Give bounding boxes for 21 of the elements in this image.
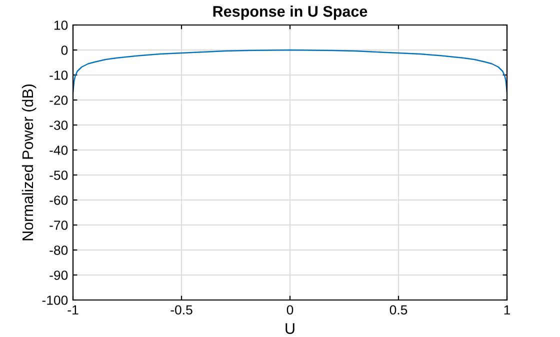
x-tick-label: 0.5 bbox=[390, 305, 408, 315]
y-tick-label: 10 bbox=[54, 20, 68, 30]
x-tick-label: 0 bbox=[286, 305, 294, 315]
y-tick-label: -40 bbox=[50, 146, 68, 155]
y-tick-label: -80 bbox=[50, 246, 68, 255]
x-axis-title: U bbox=[286, 323, 294, 334]
x-tick-label: 1 bbox=[504, 305, 510, 314]
y-tick-label: -20 bbox=[50, 96, 68, 105]
y-tick-label: -100 bbox=[42, 296, 68, 305]
y-axis-title: Normalized Power (dB) bbox=[22, 84, 36, 240]
y-tick-label: -10 bbox=[50, 70, 68, 80]
y-tick-label: 0 bbox=[61, 46, 68, 55]
y-tick-label: -60 bbox=[50, 196, 68, 205]
y-tick-label: -30 bbox=[50, 120, 68, 130]
x-tick-label: -1 bbox=[68, 305, 78, 314]
chart-title: Response in U Space bbox=[213, 6, 368, 20]
x-tick-label: -0.5 bbox=[170, 305, 192, 315]
y-tick-label: -90 bbox=[50, 270, 68, 280]
y-tick-label: -50 bbox=[50, 170, 68, 180]
y-tick-label: -70 bbox=[50, 220, 68, 230]
line-series bbox=[73, 49, 507, 94]
